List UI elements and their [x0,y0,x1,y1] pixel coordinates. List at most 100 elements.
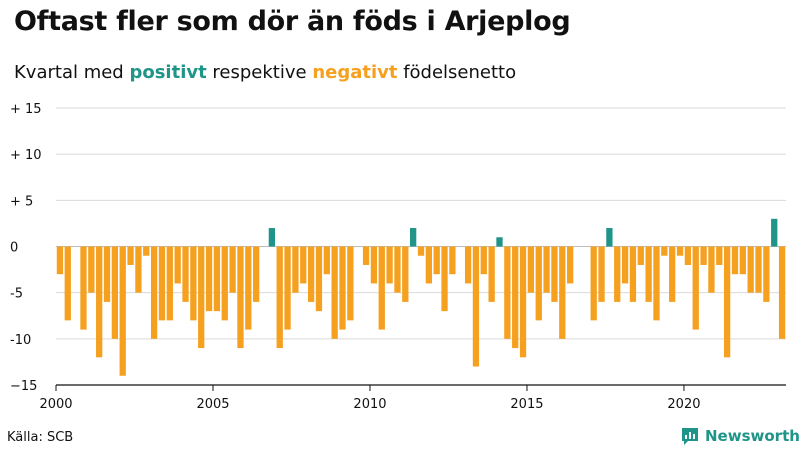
y-tick-label: + 10 [10,148,42,163]
data-bar [284,246,291,330]
data-bar [504,246,511,339]
data-bar [268,228,275,247]
bars [56,218,786,376]
y-tick-label: -5 [10,287,23,302]
data-bar [614,246,621,302]
data-bar [339,246,346,330]
data-bar [472,246,480,367]
subtitle-negative-label: negativt [312,62,398,83]
data-bar [394,246,401,293]
data-bar [637,246,644,265]
data-bar [229,246,236,293]
data-bar [661,246,668,256]
data-bar [676,246,684,256]
data-bar [88,246,95,293]
data-bar [64,246,71,321]
data-bar [315,246,323,312]
x-tick-label: 2010 [353,397,386,412]
data-bar [590,246,597,321]
data-bar [433,246,440,275]
data-bar [739,246,746,275]
brand-logo: Newsworthy [680,426,800,446]
data-bar [723,246,731,358]
subtitle-suffix: födelsenetto [397,62,517,83]
data-bar [716,246,723,265]
data-bar [700,246,707,265]
data-bar [567,246,574,284]
y-tick-label: + 15 [10,102,42,117]
data-bar [143,246,150,256]
data-bar [96,246,103,358]
data-bar [402,246,409,302]
data-bar [182,246,189,302]
data-bar [362,246,370,265]
data-bar [684,246,692,265]
brand-name: Newsworthy [705,427,800,445]
subtitle-prefix: Kvartal med [14,62,130,83]
y-tick-label: 0 [10,241,18,256]
data-bar [425,246,432,284]
chart-subtitle: Kvartal med positivt respektive negativt… [14,62,516,83]
data-bar [417,246,425,256]
data-bar [56,246,64,275]
data-bar [292,246,299,293]
data-bar [747,246,754,293]
data-bar [190,246,197,321]
data-bar [496,237,503,247]
data-bar [629,246,637,302]
data-bar [551,246,558,302]
y-tick-label: + 5 [10,194,33,209]
data-bar [103,246,111,302]
data-bar [543,246,550,293]
data-bar [621,246,629,284]
data-bar [386,246,393,284]
x-tick-label: 2020 [667,397,700,412]
data-bar [276,246,283,349]
data-bar [645,246,652,302]
data-bar [731,246,739,275]
y-tick-label: −15 [10,379,37,394]
data-bar [488,246,495,302]
x-tick-label: 2005 [196,397,229,412]
data-bar [519,246,527,358]
data-bar [198,246,205,349]
data-bar [464,246,472,284]
data-bar [370,246,378,284]
data-bar [755,246,762,293]
x-tick-label: 2015 [510,397,543,412]
data-bar [512,246,519,349]
subtitle-positive-label: positivt [129,62,207,83]
data-bar [205,246,213,312]
data-bar [166,246,173,321]
data-bar [237,246,244,349]
data-bar [150,246,158,339]
data-bar [111,246,119,339]
data-bar [778,246,786,339]
data-bar [80,246,87,330]
data-bar [535,246,542,321]
y-tick-label: -10 [10,333,31,348]
data-bar [253,246,260,302]
data-bar [410,228,417,247]
data-bar [331,246,338,339]
data-bar [449,246,456,275]
data-bar [669,246,676,302]
data-bar [480,246,487,275]
data-bar [119,246,126,376]
data-bar [135,246,142,293]
data-bar [158,246,166,321]
data-bar [307,246,315,302]
data-bar [221,246,228,321]
newsworthy-logo-icon [682,428,698,445]
data-bar [708,246,715,293]
data-bar [347,246,354,321]
chart-title: Oftast fler som dör än föds i Arjeplog [14,6,571,37]
data-bar [378,246,385,330]
data-bar [771,218,778,247]
source-label: Källa: SCB [7,430,74,445]
subtitle-middle: respektive [206,62,313,83]
data-bar [527,246,535,293]
data-bar [692,246,699,330]
